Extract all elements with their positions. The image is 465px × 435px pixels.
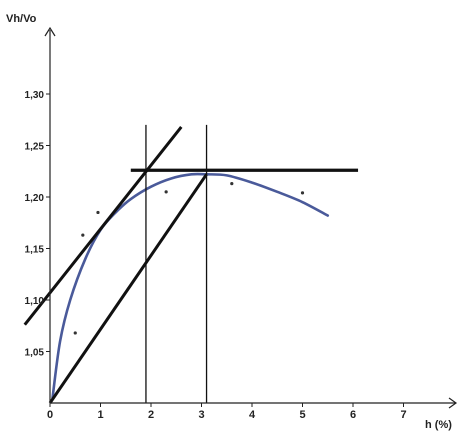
line-from-origin xyxy=(48,173,208,404)
x-axis-arrow-icon xyxy=(448,397,458,409)
y-axis-arrow-icon xyxy=(44,26,56,37)
y-tick-label: 1,20 xyxy=(25,193,45,204)
data-point xyxy=(230,182,234,186)
x-tick-group: 0 1 2 3 4 5 6 7 xyxy=(47,403,407,421)
x-axis: 0 1 2 3 4 5 6 7 h (%) xyxy=(47,397,458,431)
x-tick-label: 1 xyxy=(97,409,103,421)
y-tick-label: 1,30 xyxy=(25,90,45,101)
x-tick-label: 3 xyxy=(198,409,204,421)
y-axis-label: Vh/Vo xyxy=(6,13,37,25)
data-point xyxy=(81,233,85,237)
fitted-curve xyxy=(51,172,330,400)
data-point xyxy=(96,210,100,215)
tangent-line xyxy=(23,126,183,326)
y-tick-label: 1,10 xyxy=(25,296,45,307)
y-axis: 1,05 1,10 1,15 1,20 1,25 1,30 Vh/Vo xyxy=(6,13,56,403)
x-tick-label: 2 xyxy=(148,409,154,421)
x-tick-label: 5 xyxy=(299,409,305,421)
y-tick-label: 1,05 xyxy=(25,348,45,359)
data-points xyxy=(73,182,305,335)
y-tick-group: 1,05 1,10 1,15 1,20 1,25 1,30 xyxy=(25,90,50,359)
x-tick-label: 4 xyxy=(249,409,256,421)
x-axis-label: h (%) xyxy=(425,419,452,431)
plot-lines xyxy=(23,124,359,404)
y-tick-label: 1,25 xyxy=(25,142,45,153)
data-point xyxy=(300,191,305,195)
data-point xyxy=(73,331,77,335)
data-point xyxy=(164,190,168,194)
x-tick-label: 0 xyxy=(47,409,53,421)
x-tick-label: 6 xyxy=(350,409,356,421)
x-tick-label: 7 xyxy=(400,409,406,421)
y-tick-label: 1,15 xyxy=(25,245,45,256)
